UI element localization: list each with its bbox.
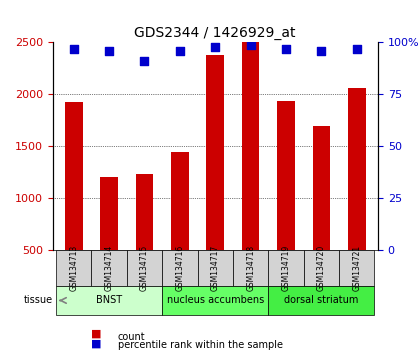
Point [176,48,183,53]
Bar [277,101,295,250]
Point [283,46,289,52]
Text: tissue: tissue [24,296,53,306]
Text: GSM134715: GSM134715 [140,245,149,291]
Point [318,48,325,53]
Text: GSM134720: GSM134720 [317,245,326,291]
Text: GSM134716: GSM134716 [176,245,184,291]
Bar [242,13,260,250]
FancyBboxPatch shape [162,250,197,286]
Point [247,42,254,47]
FancyBboxPatch shape [339,250,375,286]
FancyBboxPatch shape [268,286,375,315]
Text: nucleus accumbens: nucleus accumbens [167,296,264,306]
Text: BNST: BNST [96,296,122,306]
Text: GSM134721: GSM134721 [352,245,361,291]
Point [353,46,360,52]
FancyBboxPatch shape [304,250,339,286]
Text: GSM134719: GSM134719 [281,245,291,291]
Point [212,44,219,50]
FancyBboxPatch shape [268,250,304,286]
Text: percentile rank within the sample: percentile rank within the sample [118,341,283,350]
FancyBboxPatch shape [162,286,268,315]
Text: dorsal striatum: dorsal striatum [284,296,359,306]
FancyBboxPatch shape [127,250,162,286]
FancyBboxPatch shape [233,250,268,286]
Bar [65,102,83,250]
Text: GSM134718: GSM134718 [246,245,255,291]
Text: ■: ■ [92,339,102,349]
FancyBboxPatch shape [92,250,127,286]
Bar [312,126,330,250]
FancyBboxPatch shape [56,286,162,315]
Text: GSM134717: GSM134717 [211,245,220,291]
Bar [171,152,189,250]
Title: GDS2344 / 1426929_at: GDS2344 / 1426929_at [134,26,296,40]
FancyBboxPatch shape [56,250,92,286]
Text: ■: ■ [92,329,102,339]
Text: GSM134714: GSM134714 [105,245,113,291]
Text: GSM134713: GSM134713 [69,245,78,291]
FancyBboxPatch shape [197,250,233,286]
Point [71,46,77,52]
Bar [206,55,224,250]
Text: count: count [118,332,145,342]
Point [106,48,113,53]
Bar [348,88,366,250]
Bar [136,175,153,250]
Point [141,58,148,64]
Bar [100,177,118,250]
